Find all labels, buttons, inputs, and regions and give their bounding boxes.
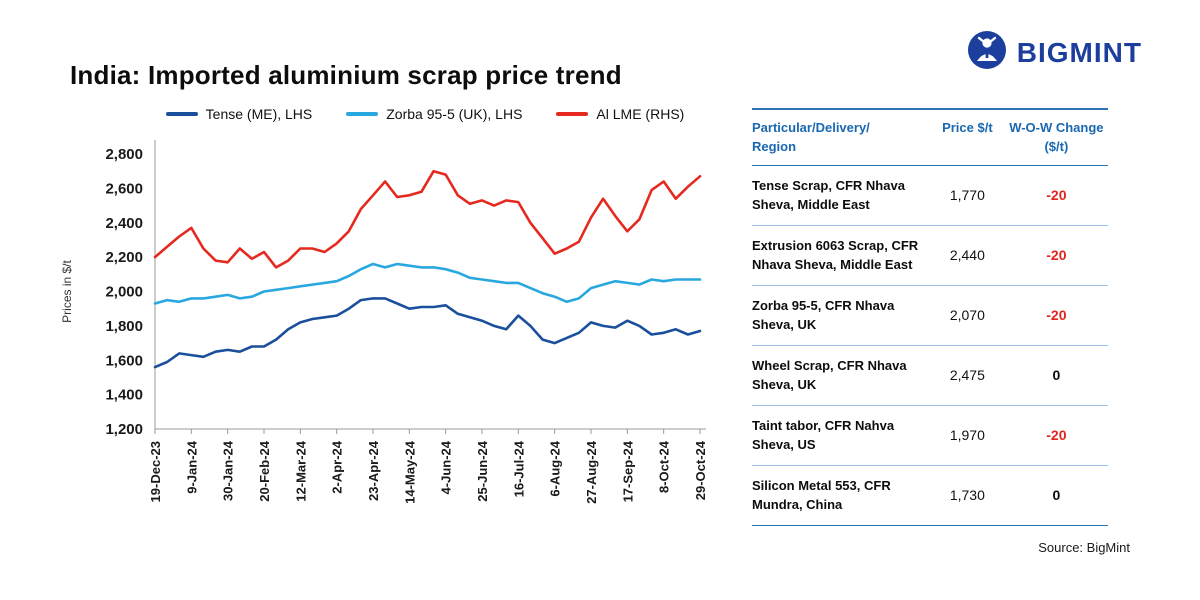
tense-line-swatch: [165, 112, 198, 116]
y-axis-title: Prices in $/t: [60, 259, 74, 322]
table-row: Wheel Scrap, CFR Nhava Sheva, UK 2,475 0: [752, 346, 1108, 406]
price-cell: 2,440: [949, 247, 985, 264]
x-axis-tick-label: 23-Apr-24: [366, 440, 381, 501]
x-axis-tick-label: 29-Oct-24: [693, 440, 708, 500]
series-line-al-lme-rhs: [153, 169, 702, 269]
price-trend-chart: Tense (ME), LHS Zorba 95-5 (UK), LHS Al …: [55, 102, 725, 546]
header-particular: Particular/Delivery/ Region: [752, 120, 870, 154]
x-axis-tick-label: 14-May-24: [402, 440, 417, 504]
x-axis-tick-label: 16-Jul-24: [511, 440, 526, 497]
particular-cell: Zorba 95-5, CFR Nhava Sheva, UK: [752, 297, 895, 333]
y-axis-tick-label: 1,200: [105, 421, 143, 438]
x-axis-tick-label: 25-Jun-24: [475, 440, 490, 501]
x-axis-tick-label: 12-Mar-24: [293, 440, 308, 501]
price-cell: 1,770: [949, 187, 985, 204]
x-axis-tick-label: 8-Oct-24: [657, 440, 672, 493]
price-table: Particular/Delivery/ Region Price $/t W-…: [752, 108, 1108, 526]
lme-line-swatch: [556, 112, 589, 116]
bigmint-logo-icon: [967, 30, 1007, 75]
table-row: Zorba 95-5, CFR Nhava Sheva, UK 2,070 -20: [752, 286, 1108, 346]
price-cell: 2,070: [949, 307, 985, 324]
table-row: Silicon Metal 553, CFR Mundra, China 1,73…: [752, 466, 1108, 526]
price-cell: 1,730: [949, 487, 985, 504]
price-cell: 2,475: [949, 367, 985, 384]
particular-cell: Silicon Metal 553, CFR Mundra, China: [752, 477, 891, 513]
table-row: Taint tabor, CFR Nahva Sheva, US 1,970 -20: [752, 406, 1108, 466]
price-table-body: Tense Scrap, CFR Nhava Sheva, Middle Eas…: [752, 166, 1108, 526]
y-axis-tick-label: 2,800: [105, 146, 143, 163]
legend-item-lme: Al LME (RHS): [556, 106, 684, 122]
particular-cell: Tense Scrap, CFR Nhava Sheva, Middle Eas…: [752, 177, 905, 213]
table-row: Extrusion 6063 Scrap, CFR Nhava Sheva, M…: [752, 226, 1108, 286]
header-price: Price $/t: [942, 120, 993, 135]
x-axis-tick-label: 19-Dec-23: [148, 441, 163, 502]
x-axis-tick-label: 17-Sep-24: [620, 440, 635, 502]
x-axis-tick-label: 2-Apr-24: [330, 440, 345, 494]
price-table-header: Particular/Delivery/ Region Price $/t W-…: [752, 108, 1108, 166]
source-note: Source: BigMint: [1038, 540, 1130, 555]
zorba-line-swatch: [346, 112, 379, 116]
bigmint-logo: BIGMINT: [967, 30, 1142, 75]
x-axis-tick-label: 27-Aug-24: [584, 440, 599, 504]
table-row: Tense Scrap, CFR Nhava Sheva, Middle Eas…: [752, 166, 1108, 226]
price-cell: 1,970: [949, 427, 985, 444]
change-cell: -20: [1046, 247, 1067, 264]
y-axis-tick-label: 2,400: [105, 215, 143, 232]
legend-label-tense: Tense (ME), LHS: [205, 106, 313, 122]
y-axis-tick-label: 1,600: [105, 352, 143, 369]
legend-label-lme: Al LME (RHS): [596, 106, 685, 122]
bigmint-logo-text: BIGMINT: [1016, 36, 1142, 68]
change-cell: 0: [1052, 367, 1061, 384]
legend-label-zorba: Zorba 95-5 (UK), LHS: [386, 106, 523, 122]
page-title: India: Imported aluminium scrap price tr…: [70, 60, 622, 90]
change-cell: -20: [1046, 427, 1067, 444]
series-line-tense-me-lhs: [153, 297, 702, 369]
series-line-zorba-95-5-uk-lhs: [153, 262, 702, 305]
y-axis-tick-label: 1,800: [105, 318, 143, 335]
header-wow-change: W-O-W Change ($/t): [1009, 120, 1104, 154]
x-axis-tick-label: 4-Jun-24: [439, 440, 454, 494]
x-axis-tick-label: 30-Jan-24: [221, 440, 236, 501]
y-axis-tick-label: 2,200: [105, 249, 143, 266]
chart-legend: Tense (ME), LHS Zorba 95-5 (UK), LHS Al …: [125, 102, 725, 126]
y-axis-tick-label: 2,000: [105, 284, 143, 301]
price-chart-svg: 1,200 1,400 1,600 1,800 2,000 2,200 2,400 2,600…: [60, 140, 708, 504]
y-axis-tick-label: 1,400: [105, 387, 143, 404]
change-cell: -20: [1046, 187, 1067, 204]
particular-cell: Taint tabor, CFR Nahva Sheva, US: [752, 417, 895, 453]
x-axis-tick-label: 9-Jan-24: [184, 440, 199, 494]
legend-item-tense: Tense (ME), LHS: [165, 106, 313, 122]
change-cell: 0: [1052, 487, 1061, 504]
particular-cell: Wheel Scrap, CFR Nhava Sheva, UK: [752, 357, 907, 393]
change-cell: -20: [1046, 307, 1067, 324]
legend-item-zorba: Zorba 95-5 (UK), LHS: [346, 106, 522, 122]
x-axis-tick-label: 20-Feb-24: [257, 440, 272, 501]
y-axis-tick-label: 2,600: [105, 180, 143, 197]
particular-cell: Extrusion 6063 Scrap, CFR Nhava Sheva, M…: [752, 237, 919, 273]
x-axis-tick-label: 6-Aug-24: [548, 440, 563, 496]
